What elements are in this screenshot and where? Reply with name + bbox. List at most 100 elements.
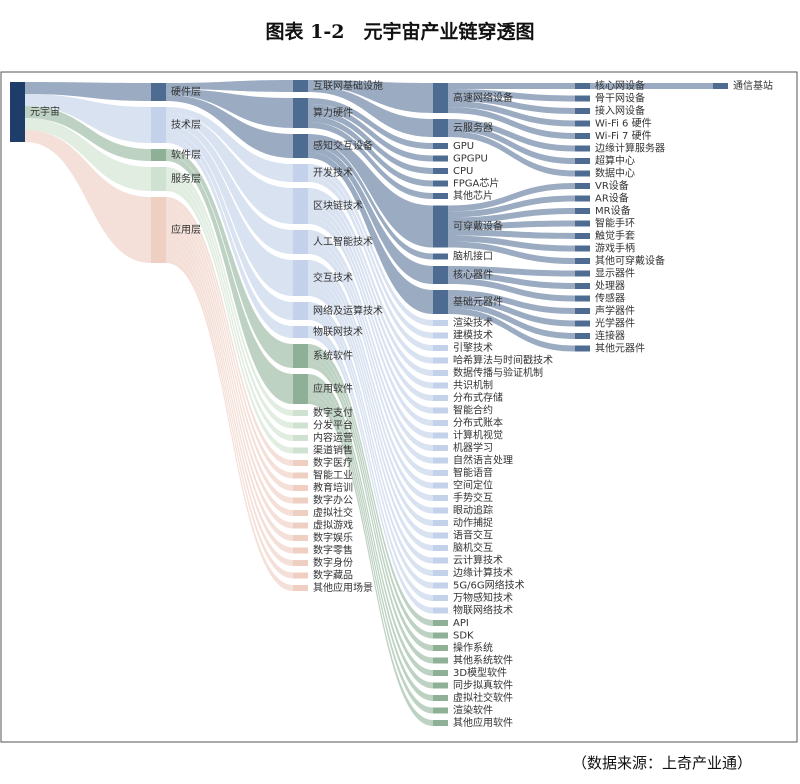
node <box>433 266 448 284</box>
node-label: 教育培训 <box>313 481 353 494</box>
node-label: 互联网基础设施 <box>313 79 383 92</box>
node <box>293 460 308 466</box>
link <box>308 326 433 601</box>
node <box>575 320 590 327</box>
link <box>448 95 575 114</box>
link <box>448 302 575 339</box>
node <box>433 155 448 162</box>
node <box>151 197 166 263</box>
node <box>433 143 448 149</box>
node <box>293 134 308 158</box>
link <box>308 104 433 162</box>
node <box>433 253 448 260</box>
node <box>293 497 308 504</box>
node <box>293 535 308 541</box>
node <box>293 560 308 566</box>
link <box>308 200 433 389</box>
node-label: 智能手环 <box>595 217 635 230</box>
node <box>433 83 448 113</box>
node-label: 可穿戴设备 <box>453 220 503 233</box>
node-label: 5G/6G网络技术 <box>453 579 525 592</box>
node <box>151 83 166 101</box>
node <box>575 270 590 277</box>
link <box>166 251 293 579</box>
node <box>575 83 590 89</box>
node <box>575 183 590 189</box>
node <box>433 595 448 601</box>
node <box>151 107 166 143</box>
node-label: 超算中心 <box>595 154 635 167</box>
node <box>575 208 590 214</box>
node-label: 处理器 <box>595 280 625 292</box>
node-label: 动作捕捉 <box>453 516 493 529</box>
node <box>433 632 448 639</box>
node-label: 云计算技术 <box>453 554 503 567</box>
node <box>433 119 448 137</box>
node-label: 感知交互设备 <box>313 139 373 152</box>
node <box>293 302 308 320</box>
node <box>713 83 728 89</box>
link <box>25 118 151 191</box>
link <box>308 356 433 651</box>
node-label: 渠道销售 <box>313 444 353 457</box>
node <box>151 167 166 191</box>
node-label: 开发技术 <box>313 166 353 179</box>
node <box>575 158 590 164</box>
node <box>433 557 448 564</box>
node <box>293 572 308 579</box>
link <box>308 350 433 639</box>
link <box>308 152 433 314</box>
link <box>448 195 575 218</box>
node-label: 计算机视觉 <box>453 429 503 442</box>
node <box>433 332 448 339</box>
node-label: 眼动追踪 <box>453 504 493 517</box>
node-label: 其他元器件 <box>595 342 645 355</box>
node-label: 其他应用软件 <box>453 716 513 729</box>
node <box>433 357 448 364</box>
node-label: 应用层 <box>171 223 201 236</box>
link <box>308 392 433 714</box>
link <box>308 272 433 514</box>
node-label: 空间定位 <box>453 479 493 492</box>
node <box>433 582 448 589</box>
node <box>10 82 25 142</box>
node <box>575 220 590 227</box>
node <box>575 333 590 339</box>
node-label: 数字支付 <box>313 406 353 419</box>
node <box>293 374 308 404</box>
link <box>308 260 433 489</box>
node-label: 数据中心 <box>595 167 635 180</box>
node-label: 数据传播与验证机制 <box>453 366 543 379</box>
link <box>308 170 433 339</box>
node <box>575 95 590 102</box>
link <box>448 241 575 264</box>
link <box>308 290 433 551</box>
link <box>448 266 575 277</box>
link <box>166 197 293 466</box>
link <box>308 266 433 501</box>
node <box>433 682 448 689</box>
node-label: 云服务器 <box>453 121 493 134</box>
node-label: 应用软件 <box>313 382 353 395</box>
link <box>166 209 293 491</box>
node <box>293 485 308 491</box>
node-label: 算力硬件 <box>313 106 353 119</box>
source: （数据来源：上奇产业通） <box>572 754 752 772</box>
node-label: 自然语言处理 <box>453 454 513 467</box>
node-label: 网络及运算技术 <box>313 304 383 317</box>
link <box>308 218 433 426</box>
link <box>25 94 151 143</box>
node-label: MR设备 <box>595 204 631 217</box>
node <box>575 283 590 289</box>
link <box>166 221 293 516</box>
node-label: API <box>453 618 469 629</box>
node-label: 脑机接口 <box>453 250 493 263</box>
node-label: 智能合约 <box>453 404 493 417</box>
node-label: 引擎技术 <box>453 341 493 354</box>
link <box>308 164 433 326</box>
link <box>448 208 575 224</box>
node <box>433 570 448 576</box>
link <box>448 125 575 164</box>
node-label: GPU <box>453 141 474 152</box>
link <box>166 107 293 182</box>
